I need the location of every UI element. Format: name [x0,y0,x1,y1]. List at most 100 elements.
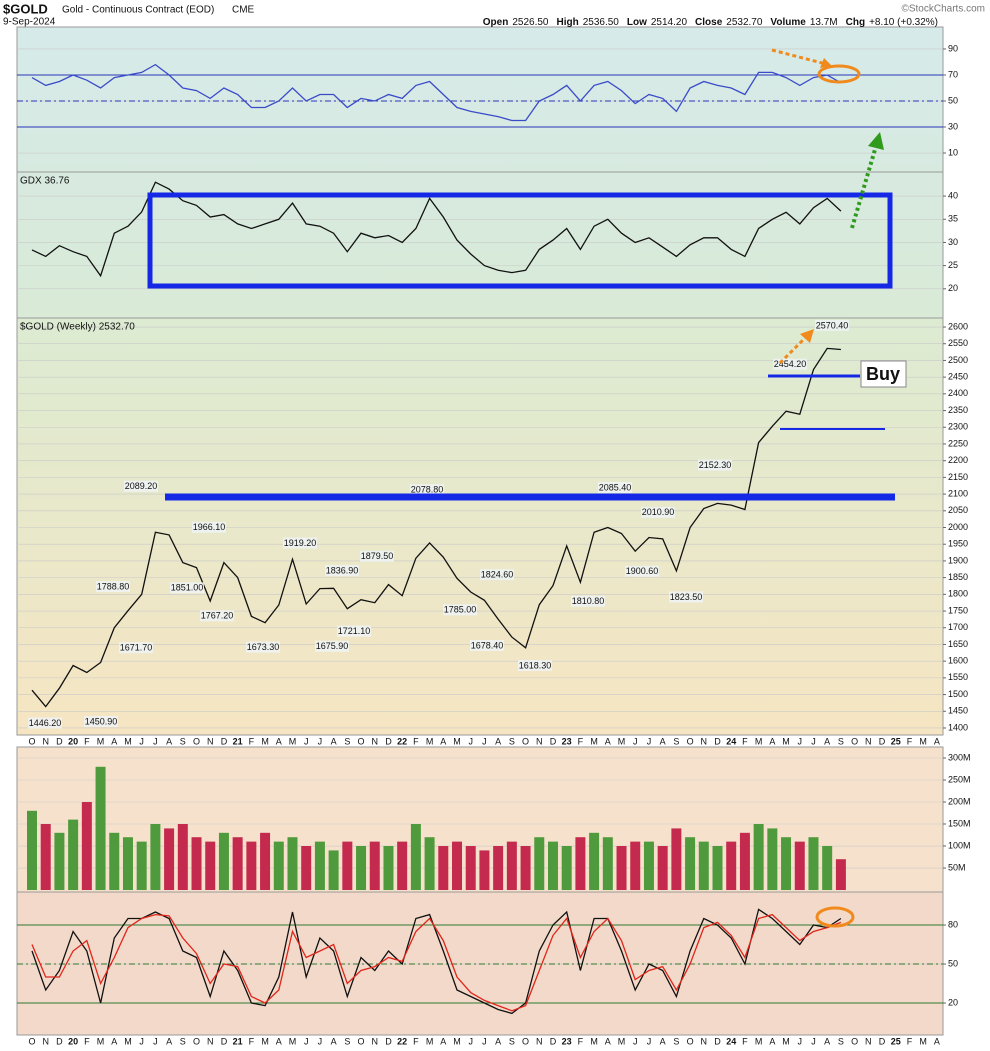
price-annotation-label: 1721.10 [338,626,371,636]
price-annotation-label: 2089.20 [125,481,158,491]
x-tick-label: D [221,736,228,746]
stat-name: Volume [770,17,806,28]
panel-stoch [16,891,944,1036]
volume-bar [753,824,764,891]
y-tick-label: 1750 [948,605,968,615]
volume-bar [534,837,545,891]
arrow [771,48,827,66]
price-annotation-label: 1879.50 [361,551,394,561]
exchange: CME [232,5,255,16]
price-annotation-label: 1450.90 [85,716,118,726]
x-tick-label: 24 [726,736,736,746]
y-tick-label: 2200 [948,455,968,465]
y-tick-label: 20 [948,997,958,1007]
x-tick-label: S [180,736,186,746]
volume-bar [767,828,778,891]
x-tick-label: J [482,1036,487,1046]
volume-bar [794,841,805,891]
x-tick-label: A [111,1036,117,1046]
y-tick-label: 1900 [948,555,968,565]
x-tick-label: D [550,1036,557,1046]
x-tick-label: M [261,1036,269,1046]
x-tick-label: 21 [233,736,243,746]
x-tick-label: N [701,1036,708,1046]
x-tick-label: A [440,736,446,746]
y-tick-label: 2400 [948,388,968,398]
price-annotation [480,569,514,581]
x-tick-label: 24 [726,1036,736,1046]
x-tick-label: D [879,736,886,746]
x-tick-label: 20 [68,1036,78,1046]
y-tick-label: 100M [948,840,971,850]
price-annotation-label: 1900.60 [626,566,659,576]
price-annotation [443,604,477,616]
x-tick-label: M [426,736,434,746]
stat-name: High [557,17,579,28]
highlight [817,64,861,84]
x-tick-label: M [755,736,763,746]
x-tick-label: O [358,1036,365,1046]
x-tick-label: O [851,736,858,746]
volume-bar [575,837,586,891]
series-line [31,63,842,122]
y-tick-label: 80 [948,919,958,929]
price-annotation-label: 2010.90 [642,507,675,517]
x-tick-label: A [660,736,666,746]
price-annotation [410,484,444,496]
volume-bar [589,832,600,891]
x-tick-label: M [97,736,105,746]
x-tick-label: N [536,736,543,746]
stat-value: 2514.20 [651,17,688,28]
price-annotation [571,595,605,607]
x-tick-label: F [742,736,748,746]
y-tick-label: 2150 [948,472,968,482]
y-tick-label: 2500 [948,355,968,365]
series-line [31,181,842,278]
x-tick-label: O [28,736,35,746]
price-annotation-label: 1785.00 [444,605,477,615]
price-annotation [170,582,204,594]
x-tick-label: D [714,736,721,746]
volume-bar [301,846,312,891]
price-annotation-label: 1851.00 [171,583,204,593]
volume-bar [739,832,750,891]
volume-bar [671,828,682,891]
panel-title: $GOLD (Weekly) 2532.70 [20,322,135,333]
x-tick-label: M [590,736,598,746]
price-annotation-label: 1824.60 [481,569,514,579]
x-tick-label: M [453,736,461,746]
price-annotation [192,521,226,533]
x-tick-label: F [84,736,90,746]
x-tick-label: M [453,1036,461,1046]
price-annotation [625,565,659,577]
stat-value: 2532.70 [726,17,763,28]
x-tick-label: J [468,1036,473,1046]
x-tick-label: O [193,736,200,746]
volume-bar [287,837,298,891]
x-tick-label: J [482,736,487,746]
volume-bar [218,832,229,891]
y-tick-label: 35 [948,214,958,224]
x-tick-label: D [56,1036,63,1046]
volume-bar [314,841,325,891]
x-tick-label: S [838,736,844,746]
price-annotation [773,358,807,370]
buy-label: Buy [866,364,900,384]
x-tick-label: O [522,736,529,746]
volume-bar [438,846,449,891]
panel-gold [16,317,944,736]
price-annotation [283,537,317,549]
x-tick-label: 21 [233,1036,243,1046]
x-tick-label: S [673,1036,679,1046]
x-tick-label: S [673,736,679,746]
symbol: $GOLD [3,1,48,16]
x-tick-label: D [221,1036,228,1046]
x-tick-label: J [139,736,144,746]
x-tick-label: M [124,1036,132,1046]
x-tick-label: 23 [562,736,572,746]
x-tick-label: A [331,736,337,746]
x-tick-label: A [331,1036,337,1046]
volume-bar [561,846,572,891]
x-tick-label: D [550,736,557,746]
